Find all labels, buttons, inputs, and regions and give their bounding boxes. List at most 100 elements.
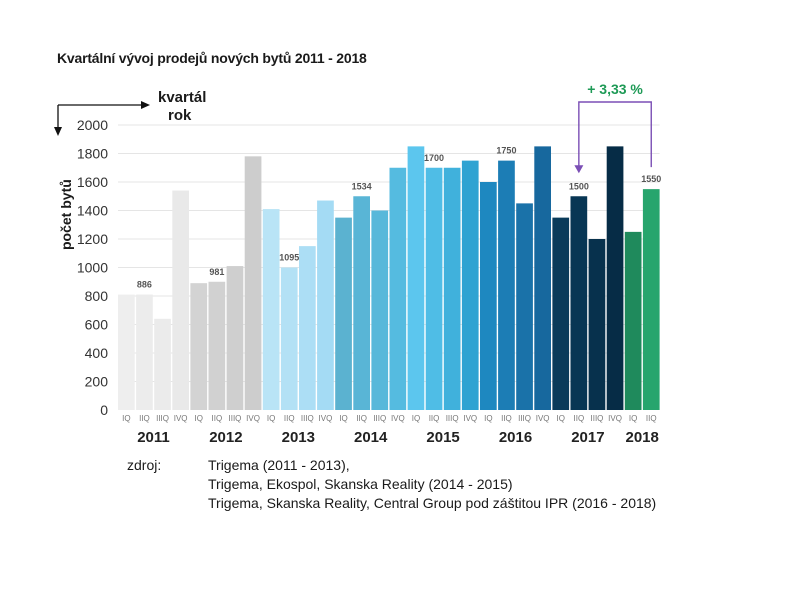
y-tick-label-1800: 1800 — [77, 146, 108, 162]
bar-2017-IIIQ — [588, 239, 606, 410]
quarter-label-2014-IVQ: IVQ — [391, 414, 405, 423]
quarter-label-2012-IVQ: IVQ — [246, 414, 260, 423]
bar-2013-IIQ — [280, 267, 298, 410]
value-labels: 886 981 1095 1534 1700 1750 1500 1550 — [137, 146, 661, 290]
quarter-label-2014-IIQ: IIQ — [356, 414, 367, 423]
value-label-2018-IIQ: 1550 — [641, 174, 661, 184]
bar-2018-IIQ — [642, 189, 660, 410]
quarter-label-2016-IIQ: IIQ — [501, 414, 512, 423]
y-tick-label-0: 0 — [100, 402, 108, 418]
bar-2012-IQ — [190, 283, 208, 410]
bar-2017-IVQ — [606, 146, 624, 410]
quarter-label-2012-IQ: IQ — [195, 414, 203, 423]
quarter-label-2012-IIIQ: IIIQ — [229, 414, 242, 423]
quarter-label-2013-IIQ: IIQ — [284, 414, 295, 423]
y-tick-label-200: 200 — [85, 374, 109, 390]
bar-2014-IVQ — [389, 167, 407, 410]
legend-arrow-right-head — [141, 101, 150, 109]
y-tick-label-400: 400 — [85, 345, 109, 361]
quarter-label-2015-IQ: IQ — [412, 414, 420, 423]
quarter-label-2017-IIQ: IIQ — [574, 414, 585, 423]
bar-2013-IVQ — [317, 200, 334, 410]
quarter-label-2016-IVQ: IVQ — [536, 414, 550, 423]
y-tick-label-1200: 1200 — [77, 231, 108, 247]
bar-2013-IQ — [262, 209, 280, 410]
quarter-label-2011-IIIQ: IIIQ — [156, 414, 169, 423]
bar-2015-IVQ — [461, 160, 479, 410]
bar-2016-IVQ — [534, 146, 551, 410]
y-tick-label-1000: 1000 — [77, 260, 108, 276]
bar-2013-IIIQ — [299, 246, 316, 410]
bar-2016-IIQ — [498, 160, 515, 410]
quarter-label-2017-IIIQ: IIIQ — [591, 414, 604, 423]
value-label-2011-IIQ: 886 — [137, 280, 152, 290]
quarter-label-2015-IIIQ: IIIQ — [446, 414, 459, 423]
source-label: zdroj: — [127, 457, 162, 473]
growth-arrow-head — [574, 165, 584, 174]
bars — [118, 146, 660, 410]
growth-bracket-line — [578, 101, 652, 168]
bar-2015-IQ — [407, 146, 425, 410]
bar-2015-IIQ — [425, 167, 443, 410]
source-line-3: Trigema, Skanska Reality, Central Group … — [208, 495, 657, 511]
bar-2011-IVQ — [172, 190, 189, 410]
year-label-2016: 2016 — [499, 429, 532, 446]
quarter-label-2015-IIQ: IIQ — [429, 414, 440, 423]
quarter-label-2016-IIIQ: IIIQ — [518, 414, 531, 423]
value-label-2015-IIQ: 1700 — [424, 153, 444, 163]
axis-legend-arrows — [54, 101, 150, 136]
quarter-label-2011-IVQ: IVQ — [174, 414, 188, 423]
quarter-label-2017-IVQ: IVQ — [608, 414, 622, 423]
bar-2011-IIQ — [136, 294, 153, 410]
year-label-2018: 2018 — [626, 429, 659, 446]
year-label-2011: 2011 — [137, 429, 170, 446]
grid-lines — [118, 124, 660, 382]
bar-2011-IQ — [118, 294, 135, 410]
quarter-label-2014-IQ: IQ — [339, 414, 347, 423]
value-label-2013-IIQ: 1095 — [279, 253, 299, 263]
year-label-2014: 2014 — [354, 429, 388, 446]
bar-2011-IIIQ — [154, 318, 171, 410]
bar-2014-IIQ — [353, 196, 370, 410]
quarter-label-2011-IIQ: IIQ — [139, 414, 150, 423]
year-label-2013: 2013 — [282, 429, 315, 446]
value-label-2016-IIQ: 1750 — [496, 146, 516, 156]
quarter-label-2013-IVQ: IVQ — [319, 414, 333, 423]
quarter-labels: IQ IIQ IIIQ IVQ IQ IIQ IIIQ IVQ IQ IIQ IIIQ IVQ IQ II… — [122, 414, 656, 423]
year-label-2017: 2017 — [571, 429, 604, 446]
bar-2017-IQ — [552, 217, 570, 410]
bar-2012-IIQ — [208, 281, 226, 410]
quarter-label-2014-IIIQ: IIIQ — [373, 414, 386, 423]
bar-2018-IQ — [624, 231, 642, 410]
quarter-label-2012-IIQ: IIQ — [212, 414, 223, 423]
quarter-label-2013-IIIQ: IIIQ — [301, 414, 314, 423]
quarter-label-2013-IQ: IQ — [267, 414, 275, 423]
value-label-2017-IIQ: 1500 — [569, 181, 589, 191]
quarter-label-2015-IVQ: IVQ — [463, 414, 477, 423]
bar-2016-IQ — [480, 182, 497, 410]
quarter-label-2018-IQ: IQ — [629, 414, 637, 423]
y-tick-label-1400: 1400 — [77, 203, 108, 219]
legend-quarter-label: kvartál — [158, 89, 207, 106]
bar-2017-IIQ — [570, 196, 588, 410]
y-ticks: 0 200 400 600 800 1000 1200 1400 1600 1800 2000 — [77, 117, 108, 418]
growth-annotation: + 3,33 % — [574, 81, 652, 174]
source-line-1: Trigema (2011 - 2013), — [208, 457, 350, 473]
chart-title: Kvartální vývoj prodejů nových bytů 2011… — [57, 50, 367, 66]
bar-2016-IIIQ — [516, 203, 533, 410]
bar-2014-IQ — [335, 217, 352, 410]
quarter-label-2018-IIQ: IIQ — [646, 414, 657, 423]
y-tick-label-800: 800 — [85, 288, 109, 304]
legend-arrow-down-head — [54, 127, 62, 136]
year-label-2012: 2012 — [209, 429, 242, 446]
value-label-2014-IIQ: 1534 — [352, 181, 372, 191]
growth-annotation-text: + 3,33 % — [587, 81, 643, 97]
bar-2012-IIIQ — [226, 266, 244, 410]
y-tick-label-1600: 1600 — [77, 174, 108, 190]
y-tick-label-2000: 2000 — [77, 117, 108, 133]
quarter-label-2011-IQ: IQ — [122, 414, 130, 423]
bar-2012-IVQ — [244, 156, 262, 410]
bar-2014-IIIQ — [371, 210, 389, 410]
year-label-2015: 2015 — [426, 429, 459, 446]
